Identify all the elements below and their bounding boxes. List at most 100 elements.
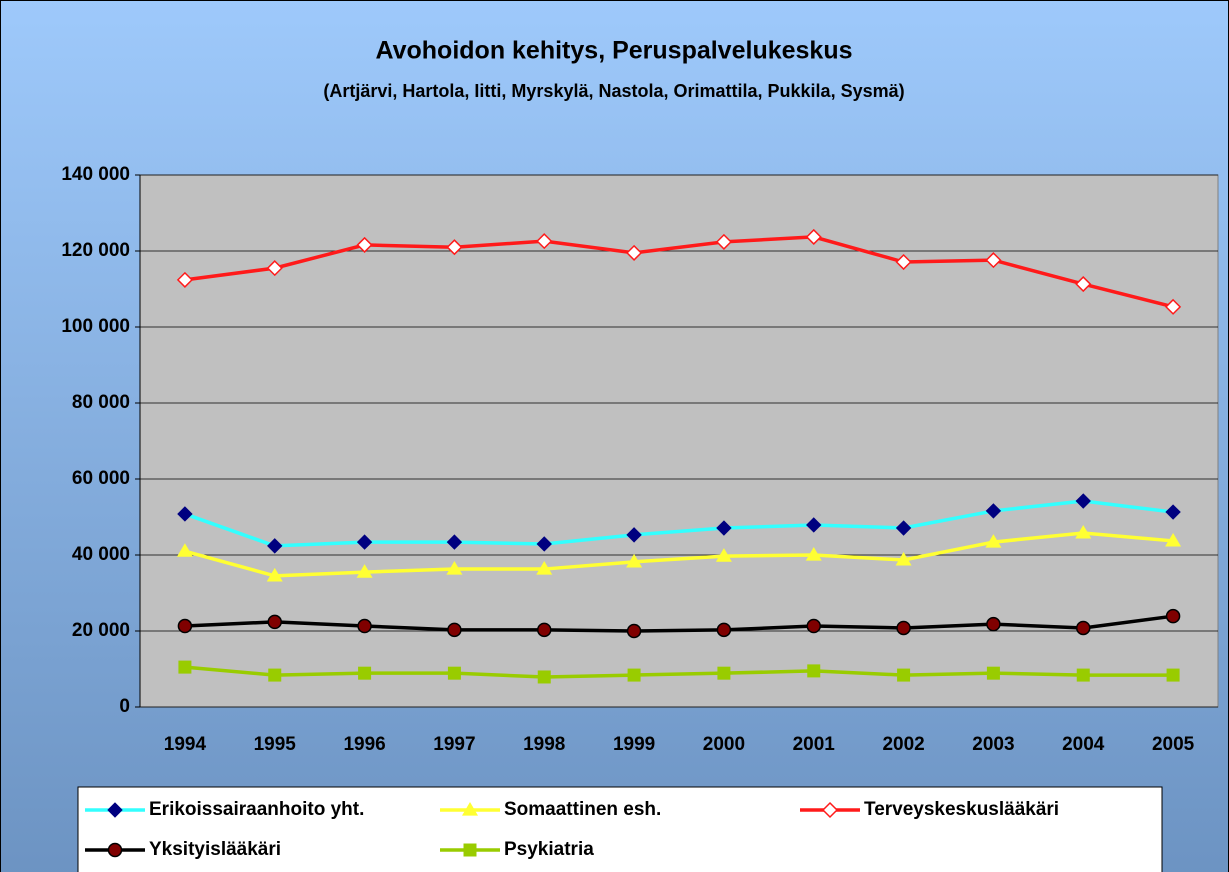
marker	[986, 616, 1001, 632]
x-tick-label: 2003	[972, 734, 1014, 755]
chart-subtitle: (Artjärvi, Hartola, Iitti, Myrskylä, Nas…	[323, 81, 904, 101]
marker	[536, 233, 553, 250]
marker	[717, 666, 731, 680]
marker	[176, 543, 193, 557]
marker	[356, 236, 373, 253]
marker	[447, 666, 461, 680]
y-tick-label: 20 000	[72, 620, 130, 641]
marker	[1076, 668, 1090, 682]
y-tick-label: 0	[119, 696, 130, 717]
x-tick-label: 1999	[613, 734, 655, 755]
marker	[627, 668, 641, 682]
marker	[177, 506, 193, 522]
marker	[446, 561, 463, 575]
marker	[1075, 493, 1091, 509]
series-line	[184, 665, 1174, 679]
marker	[626, 244, 643, 261]
marker	[805, 547, 822, 561]
y-tick-label: 60 000	[72, 468, 130, 489]
marker	[1165, 504, 1181, 520]
marker	[447, 622, 462, 638]
marker	[446, 239, 463, 256]
marker	[536, 561, 553, 575]
marker	[268, 668, 282, 682]
y-tick-label: 100 000	[61, 316, 130, 337]
marker	[896, 620, 911, 636]
marker	[716, 622, 732, 638]
legend-label: Yksityislääkäri	[149, 839, 281, 860]
legend-marker	[107, 842, 123, 858]
marker	[266, 567, 283, 582]
marker	[806, 517, 822, 533]
marker	[267, 538, 283, 554]
marker	[716, 520, 732, 536]
x-tick-label: 2001	[793, 734, 836, 755]
y-tick-label: 120 000	[61, 240, 130, 261]
marker	[895, 520, 912, 536]
legend-marker	[462, 802, 478, 816]
legend-marker	[463, 843, 477, 857]
marker	[1075, 275, 1092, 293]
x-tick-label: 1996	[343, 734, 385, 755]
series-line	[184, 531, 1174, 578]
marker	[446, 534, 463, 550]
series-line	[184, 614, 1174, 633]
x-tick-label: 1994	[164, 734, 207, 755]
marker	[897, 668, 911, 682]
marker	[267, 614, 282, 630]
legend	[77, 786, 1163, 872]
marker	[805, 228, 822, 246]
y-tick-label: 80 000	[72, 392, 130, 413]
series-line	[184, 499, 1174, 548]
legend-marker	[107, 802, 123, 818]
marker	[985, 252, 1002, 269]
marker	[985, 534, 1002, 548]
marker	[806, 618, 821, 634]
legend-marker	[821, 801, 839, 819]
legend-label: Psykiatria	[504, 839, 594, 860]
x-tick-label: 1995	[254, 734, 297, 755]
marker	[1075, 524, 1092, 539]
marker	[626, 527, 642, 543]
marker	[536, 536, 552, 552]
marker	[356, 534, 373, 550]
marker	[895, 253, 912, 271]
marker	[986, 666, 1000, 680]
plot-area	[139, 174, 1219, 708]
series-line	[184, 235, 1174, 309]
y-tick-label: 140 000	[61, 164, 130, 185]
marker	[807, 664, 821, 678]
x-tick-label: 2004	[1062, 734, 1105, 755]
y-tick-label: 40 000	[72, 544, 130, 565]
marker	[177, 618, 193, 634]
marker	[1166, 668, 1180, 682]
marker	[537, 670, 551, 684]
marker	[1165, 608, 1181, 624]
x-tick-label: 2000	[703, 734, 745, 755]
marker	[985, 503, 1002, 519]
chart-title: Avohoidon kehitys, Peruspalvelukeskus	[375, 37, 852, 65]
marker	[176, 271, 193, 288]
marker	[178, 660, 192, 674]
marker	[537, 622, 552, 638]
x-tick-label: 2002	[882, 734, 924, 755]
marker	[715, 233, 732, 250]
marker	[356, 564, 373, 578]
x-tick-label: 1997	[433, 734, 475, 755]
marker	[715, 548, 732, 562]
x-tick-label: 2005	[1152, 734, 1195, 755]
marker	[266, 260, 283, 277]
marker	[895, 551, 912, 566]
marker	[1076, 620, 1091, 636]
x-tick-label: 1998	[523, 734, 565, 755]
marker	[626, 553, 643, 568]
marker	[1165, 298, 1182, 315]
marker	[357, 618, 372, 634]
marker	[626, 623, 642, 639]
legend-label: Terveyskeskuslääkäri	[864, 799, 1059, 820]
legend-label: Somaattinen esh.	[504, 799, 661, 820]
legend-label: Erikoissairaanhoito yht.	[149, 799, 364, 820]
marker	[358, 666, 372, 680]
marker	[1165, 532, 1182, 547]
